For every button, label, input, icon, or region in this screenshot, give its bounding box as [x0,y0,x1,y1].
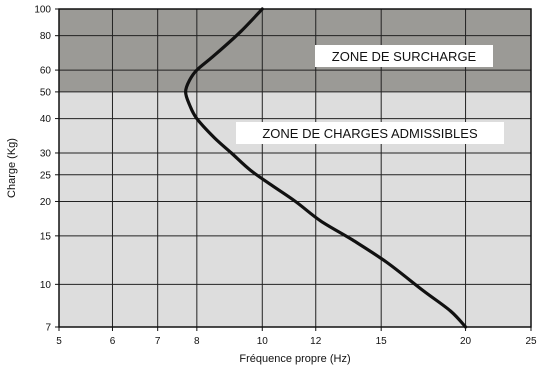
x-tick-label: 25 [525,336,537,347]
y-tick-label: 80 [40,31,52,42]
series-lines [184,7,468,329]
overload-zone-label-box [315,45,493,67]
x-tick-label: 20 [460,336,472,347]
y-tick-label: 15 [40,231,52,242]
x-tick-label: 15 [376,336,388,347]
x-tick-label: 5 [56,336,62,347]
y-tick-labels: 7 10 15 20 25 30 40 50 60 80 100 [34,5,59,334]
admissible-zone-label-box [236,122,504,144]
admissible-zone-label: ZONE DE CHARGES ADMISSIBLES [262,126,478,141]
x-tick-label: 7 [155,336,161,347]
y-axis-label: Charge (Kg) [6,138,18,198]
y-tick-label: 60 [40,66,52,77]
y-tick-label: 40 [40,114,52,125]
x-tick-label: 10 [257,336,269,347]
x-tick-label: 12 [310,336,322,347]
y-tick-label: 20 [40,197,52,208]
x-tick-label: 6 [110,336,116,347]
series-line [184,7,468,329]
y-tick-label: 25 [40,170,52,181]
y-tick-label: 30 [40,148,52,159]
plot-border [58,8,532,328]
y-tick-label: 100 [34,5,51,16]
x-tick-label: 8 [194,336,200,347]
y-tick-label: 10 [40,280,52,291]
overload-zone-label: ZONE DE SURCHARGE [332,49,477,64]
plot-frame [58,8,532,328]
x-tick-labels: 5 6 7 8 10 12 15 20 25 [56,327,537,347]
x-axis-label: Fréquence propre (Hz) [239,353,350,365]
y-tick-label: 50 [40,87,52,98]
zone-labels: ZONE DE SURCHARGE ZONE DE CHARGES ADMISSI… [236,45,504,144]
y-tick-label: 7 [45,323,51,334]
